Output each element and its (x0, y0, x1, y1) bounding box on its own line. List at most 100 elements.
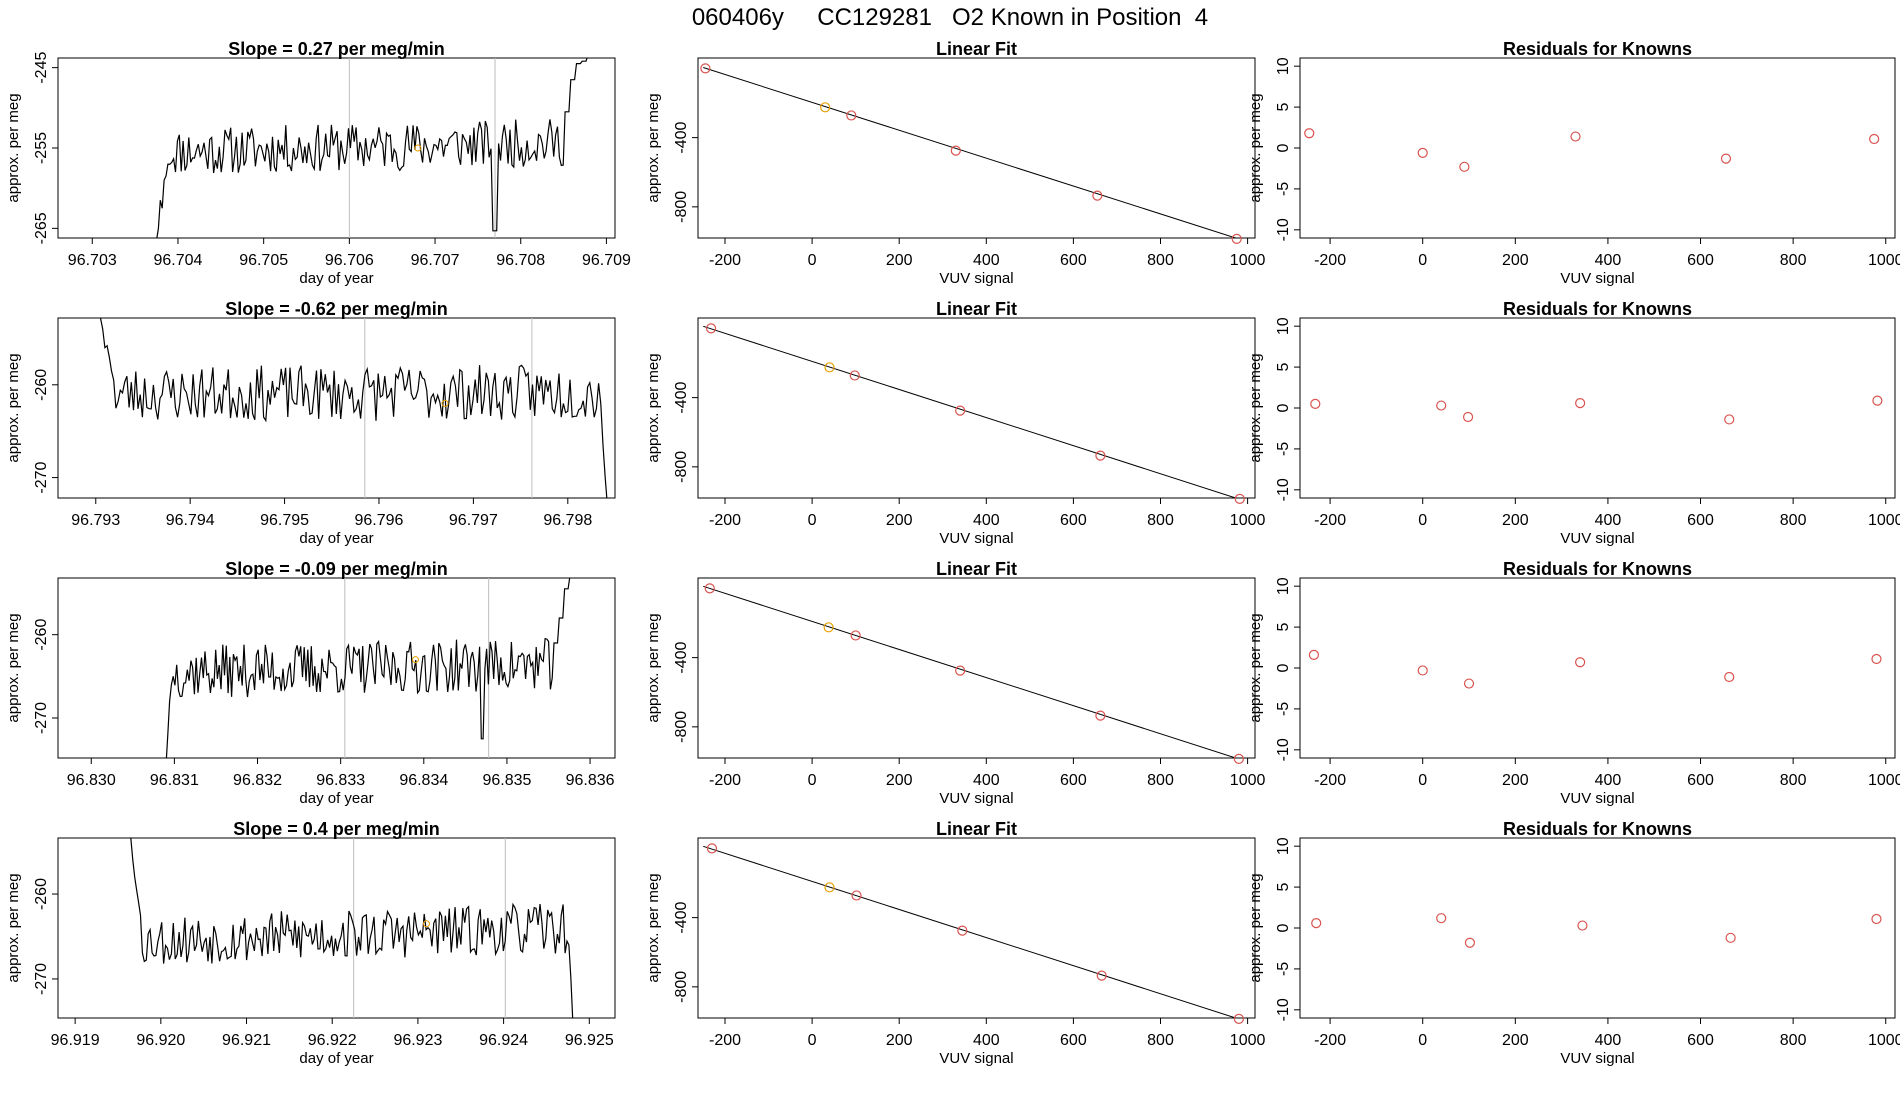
x-tick-label: 0 (1418, 512, 1427, 529)
y-tick-label: -800 (673, 191, 690, 223)
x-tick-label: 600 (1687, 1032, 1714, 1049)
x-tick-label: -200 (1314, 252, 1346, 269)
data-point (1570, 131, 1581, 142)
plot-frame (1299, 317, 1896, 499)
fit-line (703, 325, 1238, 498)
y-tick-label: -245 (33, 52, 50, 84)
x-tick-label: 96.835 (482, 772, 531, 789)
y-tick-label: 0 (1275, 143, 1292, 152)
data-point (955, 665, 966, 676)
y-tick-label: -5 (1275, 182, 1292, 196)
data-point (1871, 653, 1882, 665)
x-tick-label: 800 (1147, 1032, 1174, 1049)
plot-frame (697, 317, 1256, 499)
x-tick-label: 96.830 (67, 772, 116, 789)
panel-title: Slope = 0.27 per meg/min (228, 39, 445, 59)
plot-area (703, 585, 1238, 758)
data-point (1417, 147, 1428, 159)
plot-frame (1299, 57, 1896, 239)
y-axis-label: approx. per meg (645, 93, 662, 202)
x-tick-label: 600 (1687, 252, 1714, 269)
x-tick-label: 600 (1060, 1032, 1087, 1049)
plot-area (165, 578, 571, 758)
x-tick-label: 200 (1502, 1032, 1529, 1049)
y-tick-label: -400 (673, 642, 690, 674)
data-point (1417, 665, 1428, 676)
x-tick-label: 96.798 (543, 512, 592, 529)
x-tick-label: 800 (1147, 252, 1174, 269)
panel-time-series-2: Slope = -0.62 per meg/min day of year appr… (5, 299, 616, 547)
panel-linear-fit-4: Linear Fit VUV signal approx. per meg -200 0… (645, 819, 1265, 1067)
x-tick-label: 200 (1502, 252, 1529, 269)
x-tick-label: 1000 (1868, 252, 1900, 269)
plot-frame (697, 837, 1256, 1019)
panel-title: Residuals for Knowns (1503, 299, 1692, 319)
y-tick-label: -5 (1275, 702, 1292, 716)
x-axis-label: VUV signal (1560, 530, 1634, 547)
data-point (1462, 411, 1474, 423)
panel-title: Slope = 0.4 per meg/min (233, 819, 440, 839)
y-tick-label: -255 (33, 132, 50, 164)
x-tick-label: 800 (1780, 1032, 1807, 1049)
x-axis-label: VUV signal (939, 1050, 1013, 1067)
x-tick-label: 200 (886, 1032, 913, 1049)
x-tick-label: 1000 (1868, 1032, 1900, 1049)
y-axis-label: approx. per meg (5, 93, 22, 202)
x-tick-label: 200 (886, 512, 913, 529)
data-point (704, 583, 715, 594)
panel-title: Slope = -0.62 per meg/min (225, 299, 448, 319)
x-tick-label: 96.797 (449, 512, 498, 529)
y-tick-label: 0 (1275, 403, 1292, 412)
x-axis-label: VUV signal (1560, 1050, 1634, 1067)
x-tick-label: 200 (1502, 772, 1529, 789)
y-axis-label: approx. per meg (5, 873, 22, 982)
x-tick-label: 1000 (1868, 512, 1900, 529)
plot-frame (697, 577, 1256, 759)
plot-area (130, 838, 574, 1018)
x-tick-label: 96.923 (393, 1032, 442, 1049)
y-axis-label: approx. per meg (645, 353, 662, 462)
panel-linear-fit-1: Linear Fit VUV signal approx. per meg -200 0… (645, 39, 1265, 287)
y-axis-label: approx. per meg (1247, 873, 1264, 982)
x-tick-label: 400 (973, 772, 1000, 789)
plot-frame (57, 577, 616, 759)
signal-trace (165, 578, 571, 758)
x-tick-label: 96.833 (316, 772, 365, 789)
fit-line (703, 67, 1238, 238)
x-tick-label: 600 (1687, 512, 1714, 529)
x-tick-label: 1000 (1868, 772, 1900, 789)
y-tick-label: -5 (1275, 962, 1292, 976)
x-tick-label: 800 (1147, 772, 1174, 789)
x-tick-label: 96.708 (496, 252, 545, 269)
signal-trace (130, 838, 574, 1018)
panel-residuals-2: Residuals for Knowns VUV signal approx. pe… (1247, 299, 1900, 547)
data-point (706, 843, 718, 854)
x-axis-label: day of year (299, 530, 373, 547)
data-point (1095, 710, 1106, 721)
plot-frame (57, 837, 616, 1019)
y-tick-label: -10 (1275, 738, 1292, 761)
x-tick-label: 96.703 (68, 252, 117, 269)
data-point (957, 925, 968, 936)
x-axis-label: VUV signal (1560, 790, 1634, 807)
y-tick-label: -260 (33, 878, 50, 910)
x-tick-label: -200 (709, 512, 741, 529)
y-tick-label: -400 (673, 122, 690, 154)
y-tick-label: -800 (673, 971, 690, 1003)
x-tick-label: 96.795 (260, 512, 309, 529)
x-tick-label: 96.794 (166, 512, 215, 529)
data-point (824, 362, 835, 373)
data-point (1096, 970, 1107, 981)
y-tick-label: -800 (673, 451, 690, 483)
x-tick-label: 96.922 (308, 1032, 357, 1049)
x-tick-label: 96.793 (71, 512, 120, 529)
y-tick-label: -5 (1275, 442, 1292, 456)
x-axis-label: day of year (299, 270, 373, 287)
data-point (1233, 753, 1244, 764)
y-tick-label: 5 (1275, 103, 1292, 112)
data-point (1871, 913, 1882, 925)
x-axis-label: VUV signal (1560, 270, 1634, 287)
x-tick-label: 1000 (1230, 252, 1266, 269)
data-point (1872, 395, 1883, 406)
